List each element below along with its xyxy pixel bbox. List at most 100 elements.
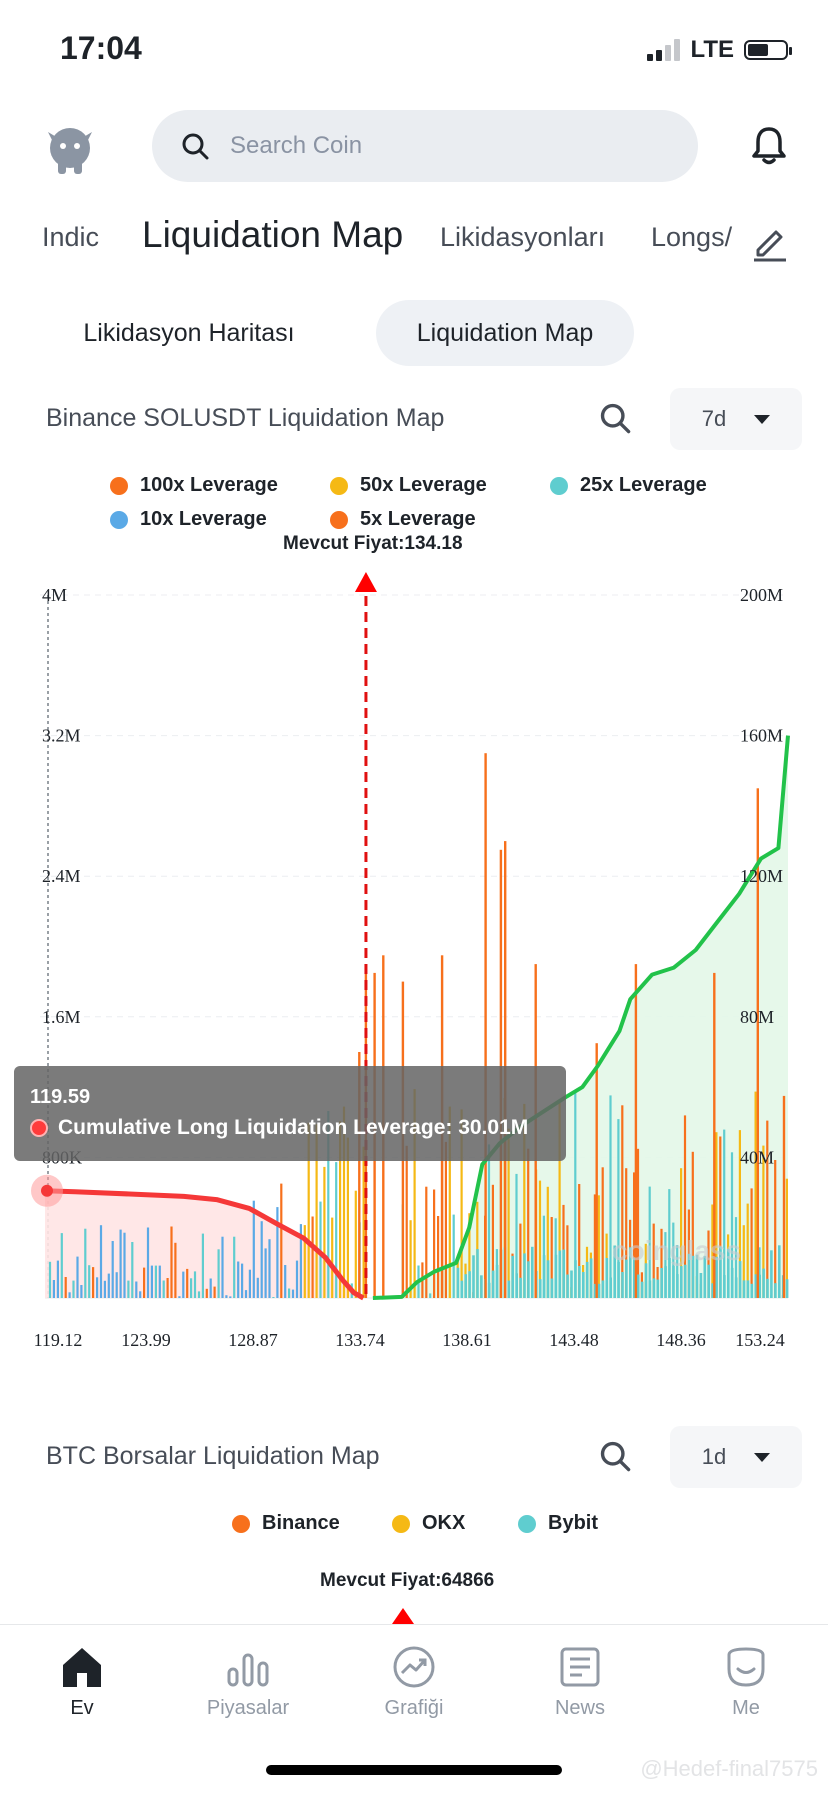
chevron-down-icon bbox=[754, 1452, 771, 1462]
liquidation-bar bbox=[785, 1279, 789, 1298]
liquidation-bar bbox=[633, 1257, 636, 1298]
liquidation-bar bbox=[605, 1258, 609, 1298]
legend-label: 100x Leverage bbox=[140, 474, 278, 496]
nav-markets[interactable]: Piyasalar bbox=[178, 1645, 318, 1720]
liquidation-spike-bar bbox=[358, 1052, 361, 1298]
liquidation-bar bbox=[319, 1201, 322, 1298]
liquidation-bar bbox=[593, 1283, 597, 1298]
liquidation-bar bbox=[617, 1119, 620, 1298]
chart1-period-select[interactable]: 7d bbox=[670, 388, 802, 450]
legend-5x[interactable]: 5x Leverage bbox=[330, 508, 476, 531]
legend-25x[interactable]: 25x Leverage bbox=[550, 474, 707, 497]
liquidation-bar bbox=[636, 1274, 640, 1298]
liquidation-bar bbox=[746, 1280, 750, 1298]
chart2-period-select[interactable]: 1d bbox=[670, 1426, 802, 1488]
liquidation-bar bbox=[197, 1291, 201, 1298]
liquidation-bar bbox=[566, 1274, 569, 1298]
liquidation-bar bbox=[252, 1200, 255, 1298]
liquidation-bar bbox=[311, 1216, 314, 1298]
liquidation-bar bbox=[625, 1168, 628, 1298]
legend-50x[interactable]: 50x Leverage bbox=[330, 474, 487, 497]
legend-bybit[interactable]: Bybit bbox=[518, 1512, 598, 1535]
legend-dot-icon bbox=[518, 1514, 536, 1533]
liquidation-bar bbox=[527, 1148, 530, 1298]
segment-likidasyon-haritasi[interactable]: Likidasyon Haritası bbox=[83, 318, 295, 347]
chart1-current-price-label: Mevcut Fiyat:134.18 bbox=[283, 533, 463, 554]
legend-binance[interactable]: Binance bbox=[232, 1512, 340, 1535]
liquidation-bar bbox=[201, 1233, 204, 1298]
liquidation-bar bbox=[703, 1255, 707, 1298]
signal-icon bbox=[647, 39, 681, 61]
tab-liquidations[interactable]: Likidasyonları bbox=[440, 222, 606, 252]
tab-long-short[interactable]: Longs/ bbox=[651, 222, 733, 252]
liquidation-bar bbox=[613, 1245, 616, 1298]
legend-10x[interactable]: 10x Leverage bbox=[110, 508, 267, 531]
legend-dot-icon bbox=[110, 476, 128, 495]
nav-news[interactable]: News bbox=[510, 1645, 650, 1720]
liquidation-bar bbox=[601, 1167, 604, 1298]
liquidation-bar bbox=[762, 1268, 765, 1298]
search-input[interactable]: Search Coin bbox=[230, 132, 363, 159]
bell-icon[interactable] bbox=[752, 125, 786, 170]
liquidation-bar bbox=[562, 1249, 565, 1298]
segment-liquidation-map[interactable]: Liquidation Map bbox=[376, 300, 634, 366]
liquidation-bar bbox=[52, 1280, 55, 1298]
liquidation-bar bbox=[268, 1239, 271, 1298]
edit-icon[interactable] bbox=[750, 222, 790, 267]
liquidation-bar bbox=[672, 1222, 675, 1298]
bottom-nav: Ev Piyasalar Grafiği News Me bbox=[0, 1624, 828, 1793]
liquidation-bar bbox=[676, 1245, 679, 1298]
chart1-search-icon[interactable] bbox=[598, 401, 632, 440]
liquidation-bar bbox=[542, 1255, 546, 1298]
liquidation-bar bbox=[774, 1283, 777, 1298]
liquidation-bar bbox=[229, 1296, 232, 1298]
liquidation-bar bbox=[664, 1266, 667, 1298]
liquidation-bar bbox=[405, 1145, 408, 1298]
liquidation-bar bbox=[550, 1278, 554, 1298]
liquidation-bar bbox=[456, 1267, 460, 1298]
nav-me[interactable]: Me bbox=[676, 1645, 816, 1720]
legend-okx[interactable]: OKX bbox=[392, 1512, 465, 1535]
legend-dot-icon bbox=[110, 510, 128, 529]
liquidation-bar bbox=[205, 1288, 208, 1298]
y-left-tick-label: 4M bbox=[42, 585, 67, 605]
liquidation-bar bbox=[60, 1233, 63, 1298]
liquidation-bar bbox=[182, 1271, 185, 1298]
nav-chart[interactable]: Grafiği bbox=[344, 1645, 484, 1720]
chart-tooltip: 119.59 Cumulative Long Liquidation Lever… bbox=[14, 1066, 566, 1161]
liquidation-bar bbox=[170, 1226, 173, 1298]
liquidation-bar bbox=[621, 1272, 624, 1298]
liquidation-bar bbox=[295, 1260, 299, 1298]
liquidation-bar bbox=[511, 1255, 514, 1298]
tab-liquidation-map[interactable]: Liquidation Map bbox=[142, 214, 404, 255]
screen-watermark: @Hedef-final7575 bbox=[640, 1756, 818, 1781]
liquidation-bar bbox=[648, 1186, 651, 1298]
liquidation-bar bbox=[766, 1278, 769, 1298]
liquidation-bar bbox=[452, 1214, 455, 1298]
liquidation-bar bbox=[354, 1190, 357, 1298]
liquidation-bar bbox=[244, 1290, 248, 1298]
liquidation-bar bbox=[738, 1261, 742, 1298]
liquidation-bar bbox=[409, 1220, 412, 1298]
x-tick-label: 119.12 bbox=[34, 1330, 83, 1350]
liquidation-bar bbox=[72, 1280, 75, 1298]
liquidation-bar bbox=[280, 1183, 283, 1298]
avatar[interactable] bbox=[40, 118, 100, 178]
liquidation-chart[interactable]: 800K40M1.6M80M2.4M120M3.2M160M4M200M119.… bbox=[0, 560, 828, 1360]
search-bar[interactable]: Search Coin bbox=[152, 110, 698, 182]
nav-home[interactable]: Ev bbox=[12, 1645, 152, 1720]
liquidation-bar bbox=[558, 1103, 561, 1298]
tooltip-price: 119.59 bbox=[30, 1086, 91, 1108]
liquidation-bar bbox=[507, 1128, 510, 1298]
liquidation-bar bbox=[92, 1267, 95, 1298]
liquidation-bar bbox=[585, 1261, 589, 1298]
liquidation-bar bbox=[727, 1248, 730, 1298]
liquidation-bar bbox=[754, 1274, 758, 1298]
liquidation-spike-bar bbox=[484, 753, 487, 1298]
legend-100x[interactable]: 100x Leverage bbox=[110, 474, 278, 497]
legend-label: OKX bbox=[422, 1512, 466, 1534]
liquidation-bar bbox=[487, 1282, 491, 1298]
chart2-search-icon[interactable] bbox=[598, 1439, 632, 1478]
liquidation-bar bbox=[143, 1267, 146, 1298]
tab-indicators[interactable]: Indic bbox=[42, 222, 100, 252]
